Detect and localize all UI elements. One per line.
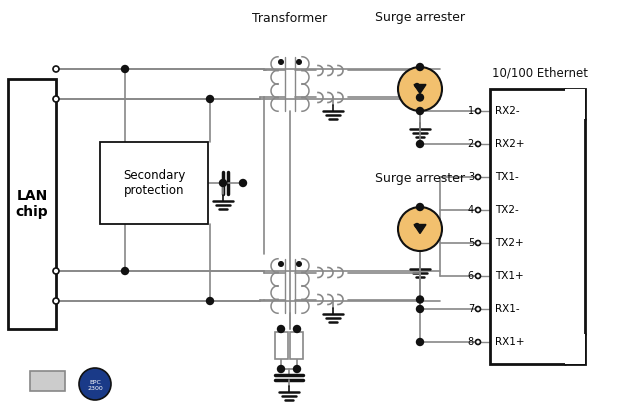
Circle shape: [475, 207, 480, 212]
Circle shape: [475, 274, 480, 279]
FancyBboxPatch shape: [100, 142, 208, 224]
FancyBboxPatch shape: [275, 332, 288, 359]
Circle shape: [475, 307, 480, 311]
Text: RX1-: RX1-: [495, 304, 519, 314]
Circle shape: [416, 296, 423, 303]
Text: 7: 7: [468, 304, 474, 314]
Circle shape: [278, 365, 284, 372]
Text: EPC: EPC: [89, 380, 101, 385]
Circle shape: [416, 204, 423, 210]
Circle shape: [415, 83, 419, 88]
Circle shape: [53, 96, 59, 102]
Text: 8: 8: [468, 337, 474, 347]
Text: 3: 3: [468, 172, 474, 182]
Text: Secondary
protection: Secondary protection: [123, 169, 185, 197]
Circle shape: [121, 65, 129, 72]
FancyBboxPatch shape: [565, 334, 585, 364]
Text: 5: 5: [468, 238, 474, 248]
Text: TX2-: TX2-: [495, 205, 519, 215]
Circle shape: [398, 207, 442, 251]
Text: Surge arrester: Surge arrester: [375, 172, 465, 185]
Circle shape: [475, 109, 480, 114]
Circle shape: [416, 94, 423, 101]
Circle shape: [475, 241, 480, 246]
Text: Surge arrester: Surge arrester: [375, 11, 465, 24]
Text: 2300: 2300: [87, 386, 103, 391]
Circle shape: [53, 268, 59, 274]
Circle shape: [475, 339, 480, 344]
Text: 2: 2: [468, 139, 474, 149]
Circle shape: [475, 142, 480, 147]
Circle shape: [239, 179, 247, 186]
Circle shape: [293, 365, 301, 372]
Circle shape: [296, 59, 301, 64]
Circle shape: [220, 179, 227, 186]
FancyBboxPatch shape: [8, 79, 56, 329]
Text: RX1+: RX1+: [495, 337, 524, 347]
Text: Transformer: Transformer: [252, 12, 328, 25]
Circle shape: [398, 67, 442, 111]
Text: TX2+: TX2+: [495, 238, 524, 248]
Circle shape: [416, 140, 423, 147]
Circle shape: [416, 108, 423, 114]
Circle shape: [279, 59, 283, 64]
Circle shape: [296, 262, 301, 266]
FancyBboxPatch shape: [30, 371, 65, 391]
Circle shape: [53, 298, 59, 304]
Circle shape: [121, 267, 129, 274]
Text: 6: 6: [468, 271, 474, 281]
Circle shape: [79, 368, 111, 400]
FancyBboxPatch shape: [290, 332, 303, 359]
Text: RX2-: RX2-: [495, 106, 519, 116]
FancyBboxPatch shape: [565, 89, 585, 119]
Circle shape: [207, 297, 214, 305]
Text: TX1+: TX1+: [495, 271, 524, 281]
Text: LAN
chip: LAN chip: [16, 189, 48, 219]
Text: 4: 4: [468, 205, 474, 215]
Circle shape: [207, 96, 214, 103]
Circle shape: [416, 64, 423, 70]
Circle shape: [416, 305, 423, 313]
Circle shape: [278, 326, 284, 333]
Text: 1: 1: [468, 106, 474, 116]
Circle shape: [416, 339, 423, 346]
Polygon shape: [414, 225, 426, 233]
Text: RX2+: RX2+: [495, 139, 524, 149]
Polygon shape: [414, 85, 426, 93]
Circle shape: [475, 174, 480, 179]
Text: TX1-: TX1-: [495, 172, 519, 182]
Circle shape: [53, 66, 59, 72]
Circle shape: [415, 223, 419, 228]
FancyBboxPatch shape: [490, 89, 585, 364]
Circle shape: [279, 262, 283, 266]
Text: 10/100 Ethernet: 10/100 Ethernet: [492, 66, 588, 79]
Circle shape: [293, 326, 301, 333]
